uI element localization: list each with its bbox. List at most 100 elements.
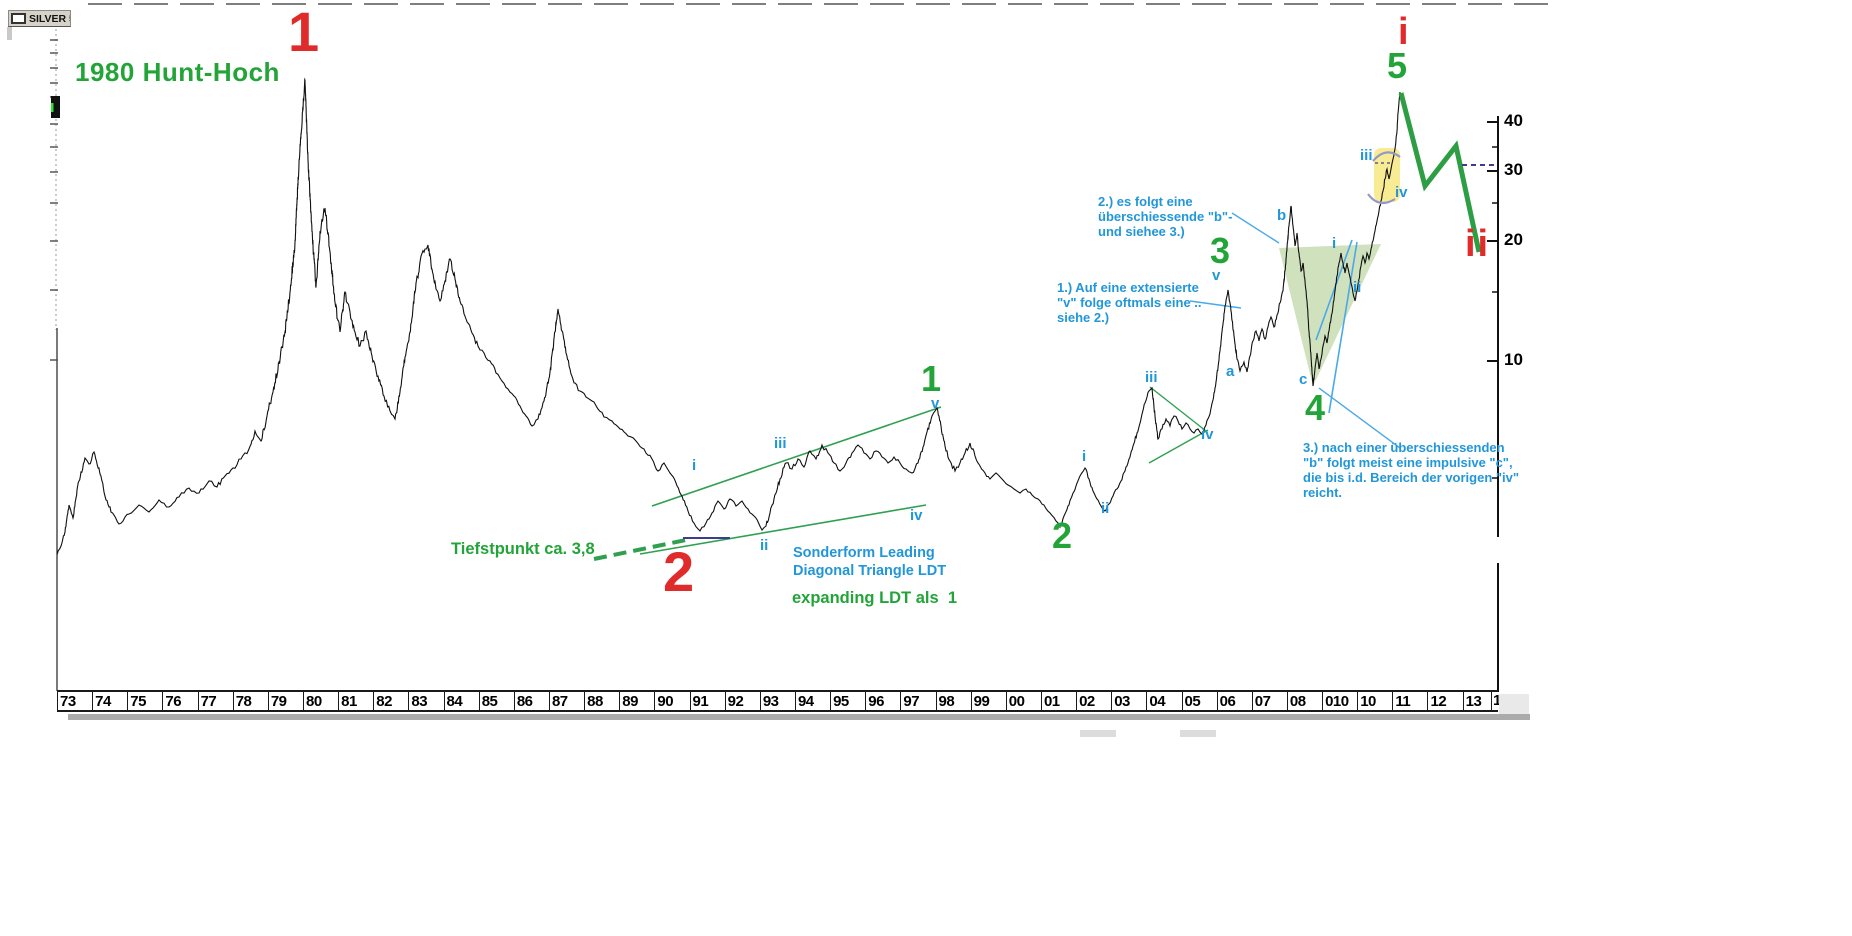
- x-axis-year-label: 89: [619, 692, 654, 710]
- label-expanding-ldt: expanding LDT als 1: [792, 589, 958, 607]
- axis-drop-shadow: [68, 714, 1530, 720]
- x-axis-year-label: 02: [1076, 692, 1111, 710]
- connector-c-to-note3: [1318, 387, 1401, 449]
- wave-iv-2011: iv: [1395, 184, 1408, 201]
- x-axis-year-label: 96: [865, 692, 900, 710]
- x-axis-year-label: 93: [759, 692, 795, 710]
- x-axis-year-label: 12: [1427, 692, 1462, 710]
- label-wave-i-red: i: [1398, 11, 1411, 53]
- x-axis-year-label: 03: [1111, 692, 1146, 710]
- channel-2009-left: [1315, 239, 1353, 341]
- x-axis: 73 74 75 76 77 78 79 80 81 82 83 84 85 86 87 88 89 90 91 92…: [57, 690, 1499, 712]
- x-axis-year-label: 83: [408, 692, 443, 710]
- wave-iv-1997: iv: [910, 507, 923, 524]
- wave-ii-2002: ii: [1101, 500, 1110, 517]
- label-wave-ii-red: ii: [1465, 223, 1491, 265]
- x-axis-year-label: 07: [1251, 692, 1287, 710]
- channel-2009-right: [1328, 241, 1358, 414]
- label-tiefstpunkt: Tiefstpunkt ca. 3,8: [451, 540, 595, 558]
- x-axis-year-label: 80: [302, 692, 338, 710]
- wave-iii-2011: iii: [1360, 147, 1373, 164]
- x-axis-year-label: 94: [794, 692, 830, 710]
- x-axis-year-label: 88: [584, 692, 619, 710]
- x-axis-year-label: 86: [513, 692, 549, 710]
- wave-iii-2004: iii: [1145, 369, 1158, 386]
- x-axis-year-label: 85: [478, 692, 514, 710]
- label-wave5-green: 5: [1387, 45, 1408, 86]
- window-icon: [11, 13, 26, 24]
- connector-note1-to-v: [1189, 300, 1242, 309]
- triangle-shade-2008: [1279, 244, 1381, 386]
- fib-label-white-cover: [548, 503, 628, 530]
- label-wave2-red: 2: [663, 540, 695, 603]
- x-axis-year-label: 74: [92, 692, 127, 710]
- shadow-smudge: [1080, 730, 1116, 737]
- x-axis-year-label: 90: [654, 692, 689, 710]
- x-axis-year-label: 04: [1146, 692, 1181, 710]
- x-axis-year-label: 10: [1357, 692, 1392, 710]
- x-axis-year-label: 87: [548, 692, 584, 710]
- trendline-ldt-lower: [639, 504, 927, 555]
- wave-v-1998: v: [931, 395, 940, 412]
- window-title-bar[interactable]: SILVER 5: [8, 10, 71, 27]
- axis-blob-artifact: [51, 96, 60, 118]
- connector-note2-to-b: [1231, 212, 1280, 244]
- x-axis-year-label: 75: [127, 692, 162, 710]
- arc-top: [1372, 151, 1401, 162]
- axis-blob-green-streak: [51, 103, 54, 112]
- x-axis-year-label: 98: [935, 692, 971, 710]
- x-axis-year-label: 99: [970, 692, 1006, 710]
- shadow-smudge: [1180, 730, 1216, 737]
- y-axis-label-10: 10: [1504, 350, 1523, 369]
- trendline-ldt-upper: [651, 406, 942, 507]
- note-sonderform: Sonderform Leading Diagonal Triangle LDT: [793, 545, 947, 579]
- x-axis-year-label: 81: [338, 692, 373, 710]
- label-hunt-hoch: 1980 Hunt-Hoch: [75, 57, 280, 87]
- wave-b-2008: b: [1277, 207, 1287, 224]
- x-axis-year-label: 82: [373, 692, 408, 710]
- window-title: SILVER 5: [29, 12, 71, 25]
- x-axis-year-label: 92: [724, 692, 760, 710]
- x-axis-year-label: 95: [830, 692, 865, 710]
- wave-v-2006: v: [1212, 267, 1221, 284]
- x-axis-year-label: 84: [443, 692, 479, 710]
- wave-a-2006: a: [1226, 363, 1235, 380]
- wave-iv-2005: iv: [1201, 426, 1214, 443]
- note-3: 3.) nach einer überschiessenden "b" folg…: [1303, 440, 1520, 500]
- wave-i-2009: i: [1332, 235, 1337, 252]
- wave-i-1991: i: [692, 457, 697, 474]
- trendline-2004-asc: [1148, 429, 1209, 464]
- wave-ii-2010: ii: [1353, 279, 1362, 296]
- price-series-line: [56, 77, 1401, 556]
- trendline-2004-desc: [1149, 386, 1207, 432]
- arc-bottom: [1367, 193, 1396, 205]
- x-axis-year-label: 06: [1216, 692, 1252, 710]
- x-axis-year-label: 76: [162, 692, 197, 710]
- window-left-edge: [7, 27, 12, 40]
- x-axis-year-label: 73: [57, 692, 92, 710]
- x-axis-year-label: 78: [232, 692, 268, 710]
- x-axis-year-label: 97: [900, 692, 935, 710]
- y-axis-label-20: 20: [1504, 230, 1523, 249]
- wave-c-2008: c: [1299, 371, 1308, 388]
- x-axis-year-label: 05: [1181, 692, 1217, 710]
- x-axis-year-label: 00: [1005, 692, 1041, 710]
- x-axis-year-label: 79: [267, 692, 303, 710]
- wave-i-2002: i: [1082, 448, 1087, 465]
- x-axis-year-label: 010: [1322, 692, 1357, 710]
- label-wave4-green: 4: [1305, 387, 1326, 428]
- label-wave2-green: 2: [1052, 515, 1073, 556]
- x-axis-year-label: 77: [197, 692, 233, 710]
- forecast-line: [1398, 92, 1482, 253]
- note-2: 2.) es folgt eine überschiessende "b"- u…: [1098, 194, 1233, 239]
- label-wave1-red: 1: [288, 0, 320, 63]
- axis-gray-tail: [1499, 694, 1529, 714]
- x-axis-year-label: 08: [1286, 692, 1322, 710]
- tiefstpunkt-pointer-dash: [593, 538, 687, 561]
- yellow-highlight-2010: [1374, 148, 1400, 202]
- y-axis-label-30: 30: [1504, 160, 1523, 179]
- x-axis-year-label: 91: [689, 692, 725, 710]
- wave-iii-1994: iii: [774, 435, 787, 452]
